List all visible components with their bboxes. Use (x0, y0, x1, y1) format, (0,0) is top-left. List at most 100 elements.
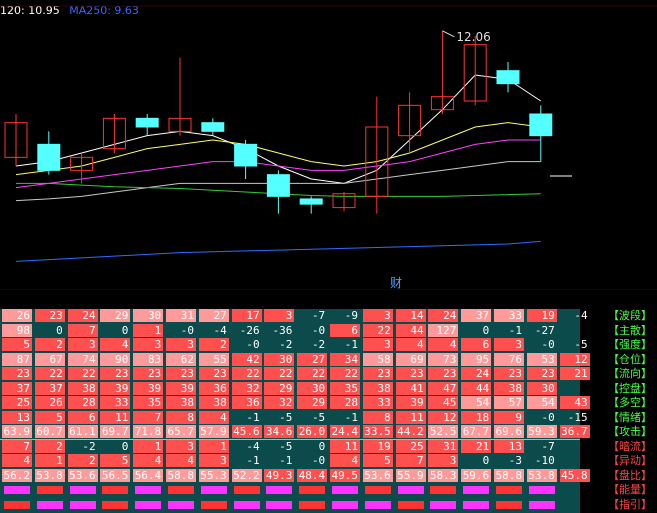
candlestick-chart[interactable]: 12.06 (0, 0, 657, 290)
table-cell: 53 (526, 352, 557, 366)
table-cell: 12 (428, 410, 459, 424)
signal-bar (496, 500, 522, 509)
table-cell: 23 (166, 367, 196, 380)
table-cell: 3 (494, 338, 524, 351)
table-cell: 24.4 (330, 425, 360, 438)
table-cell: 27 (198, 309, 229, 322)
table-cell: 65.7 (166, 425, 196, 438)
table-cell: 39 (395, 396, 426, 409)
signal-bar (397, 500, 424, 509)
signal-bar (135, 486, 162, 494)
table-cell: 26 (34, 396, 65, 409)
signal-bar (364, 486, 391, 494)
table-cell: 21 (559, 367, 590, 380)
row-label: 【暗流】 (608, 439, 652, 453)
table-cell: 67 (34, 352, 65, 366)
candle-body (201, 122, 225, 132)
table-cell: -1 (344, 410, 358, 424)
table-cell: 4 (2, 454, 32, 467)
ma-line-1 (15, 122, 541, 176)
table-cell: 23 (198, 367, 229, 380)
table-cell: 33 (362, 396, 393, 409)
row-label: 【攻击】 (608, 425, 652, 438)
table-cell: 23 (362, 367, 393, 380)
table-cell: -2 (279, 338, 293, 351)
table-cell: 21 (461, 439, 492, 453)
table-cell: 37 (2, 381, 32, 395)
table-cell: 0 (482, 454, 490, 467)
table-cell: 18 (461, 410, 492, 424)
row-label: 【强度】 (608, 338, 652, 351)
signal-bar (364, 500, 391, 509)
table-cell: 23 (395, 367, 426, 380)
table-cell: 23 (133, 367, 164, 380)
signal-bar (36, 486, 63, 494)
financial-marker[interactable]: 财 (390, 276, 403, 290)
table-cell: 3 (264, 309, 295, 322)
signal-bar (430, 486, 457, 494)
table-cell (560, 382, 590, 395)
candle-body (365, 126, 389, 197)
table-cell: 19 (526, 309, 557, 322)
ma-line-2 (15, 139, 541, 189)
table-cell: 6 (67, 410, 98, 424)
table-cell: 3 (428, 454, 459, 467)
table-cell: 53.6 (67, 468, 98, 482)
table-cell: 69 (395, 352, 426, 366)
table-cell: 69.6 (494, 425, 524, 438)
table-cell (560, 454, 590, 467)
table-cell: 7 (2, 439, 32, 453)
table-cell: 38 (166, 396, 196, 409)
table-cell: 28 (67, 396, 98, 409)
table-cell: 7 (395, 454, 426, 467)
table-cell: 38 (494, 381, 524, 395)
table-cell: 95 (461, 352, 492, 366)
table-cell: 55 (198, 352, 229, 366)
table-cell: -1 (246, 410, 260, 424)
table-cell: 31 (166, 309, 196, 322)
candle-body (299, 198, 323, 205)
table-cell: 45 (428, 396, 459, 409)
table-cell: 39 (166, 381, 196, 395)
table-cell: -2 (82, 439, 96, 453)
signal-bar (233, 500, 260, 509)
candle-body (102, 117, 126, 150)
table-cell: 3 (198, 454, 229, 467)
signal-bar (69, 486, 96, 494)
table-cell: 57 (494, 396, 524, 409)
table-cell: 4 (166, 454, 196, 467)
row-label: 【仓位】 (608, 352, 652, 366)
table-cell: 12 (559, 352, 590, 366)
table-cell: 23 (494, 367, 524, 380)
table-cell: -26 (239, 323, 260, 337)
table-cell: 53.6 (362, 468, 393, 482)
table-cell: 69.7 (100, 425, 131, 438)
signal-bar (200, 486, 227, 494)
table-cell: 1 (198, 439, 229, 453)
table-cell: 5 (2, 338, 32, 351)
table-cell: 2 (34, 338, 65, 351)
signal-bar (463, 500, 490, 509)
table-cell: 11 (330, 439, 360, 453)
table-cell: 17 (231, 309, 262, 322)
candle-body (430, 96, 454, 111)
signal-bar (430, 500, 457, 509)
table-cell: -5 (279, 410, 293, 424)
table-cell: 22 (264, 367, 295, 380)
table-cell: 39 (100, 381, 131, 395)
table-cell: 39 (133, 381, 164, 395)
table-cell: -2 (311, 338, 326, 351)
table-cell: 45.6 (231, 425, 262, 438)
table-cell: -36 (272, 323, 293, 337)
row-label: 【异动】 (608, 454, 652, 467)
table-cell: 37 (461, 309, 492, 322)
table-cell: 48.4 (297, 468, 328, 482)
table-cell: 38 (67, 381, 98, 395)
table-cell: -10 (534, 454, 555, 467)
table-cell: 59.6 (461, 468, 492, 482)
table-cell (560, 324, 590, 337)
table-cell: 36 (231, 396, 262, 409)
table-divider (0, 438, 580, 440)
table-cell: 26.0 (297, 425, 328, 438)
table-cell: -1 (344, 338, 358, 351)
